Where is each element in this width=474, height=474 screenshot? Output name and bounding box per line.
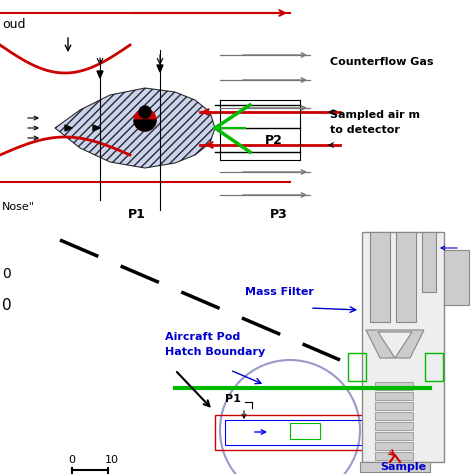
Bar — [375, 432, 413, 440]
Polygon shape — [93, 125, 100, 131]
Text: Aircraft Pod: Aircraft Pod — [165, 332, 240, 342]
Text: Nose": Nose" — [2, 202, 35, 212]
Text: P1: P1 — [128, 208, 146, 221]
Bar — [375, 382, 413, 390]
Bar — [370, 232, 390, 322]
Text: P2: P2 — [265, 134, 283, 146]
Text: Sample: Sample — [380, 462, 426, 472]
Circle shape — [139, 106, 151, 118]
Text: oud: oud — [2, 18, 26, 31]
Text: 0: 0 — [68, 455, 75, 465]
Text: 10: 10 — [105, 455, 119, 465]
Bar — [215, 415, 385, 450]
Text: Mass Filter: Mass Filter — [245, 287, 314, 297]
Bar — [375, 422, 413, 430]
Text: Sampled air m: Sampled air m — [330, 110, 420, 120]
Bar — [422, 232, 436, 292]
Bar — [375, 452, 413, 460]
Bar — [375, 442, 413, 450]
Bar — [225, 420, 375, 445]
Polygon shape — [378, 332, 412, 358]
Text: Counterflow Gas: Counterflow Gas — [330, 57, 434, 67]
Text: to detector: to detector — [330, 125, 400, 135]
Wedge shape — [134, 120, 156, 131]
Bar — [290, 423, 320, 439]
Polygon shape — [366, 330, 424, 358]
Text: 0: 0 — [2, 298, 12, 313]
Bar — [375, 402, 413, 410]
Bar — [375, 412, 413, 420]
Circle shape — [134, 109, 156, 131]
Polygon shape — [157, 65, 163, 72]
Bar — [348, 353, 366, 381]
Polygon shape — [65, 125, 72, 131]
Text: Hatch Boundary: Hatch Boundary — [165, 347, 265, 357]
Polygon shape — [97, 71, 103, 78]
Bar — [425, 353, 443, 381]
Bar — [360, 462, 430, 472]
Bar — [375, 392, 413, 400]
Text: P1: P1 — [225, 394, 241, 404]
Polygon shape — [55, 88, 215, 168]
Text: P3: P3 — [270, 208, 288, 221]
Bar — [444, 250, 469, 305]
Text: 0: 0 — [2, 267, 11, 281]
Bar — [362, 232, 444, 462]
Bar — [396, 232, 416, 322]
